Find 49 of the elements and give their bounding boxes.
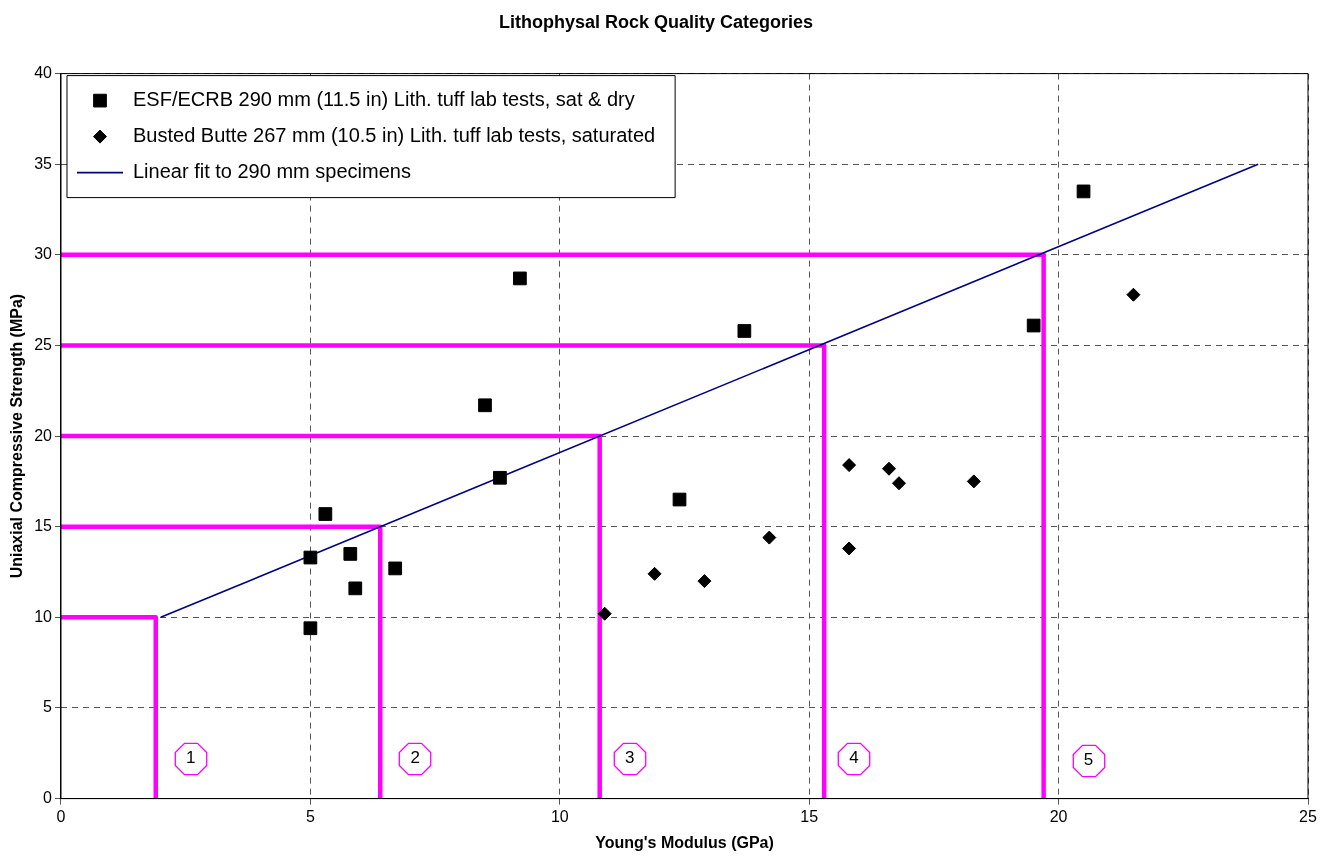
annotation: 3 (624, 748, 635, 768)
point (891, 476, 906, 491)
point (842, 458, 857, 473)
point (597, 606, 612, 621)
point (882, 461, 897, 476)
legend-label: Linear fit to 290 mm specimens (133, 160, 411, 183)
point (966, 474, 981, 489)
point (318, 507, 333, 521)
chart-title: Lithophysal Rock Quality Categories (498, 11, 814, 32)
point (1076, 184, 1091, 199)
y-tick-label: 40 (34, 64, 53, 82)
point (513, 271, 527, 286)
y-tick-label: 35 (34, 154, 53, 172)
point (303, 621, 318, 636)
point (478, 398, 492, 413)
x-tick-label: 10 (550, 807, 569, 825)
x-tick-label: 15 (800, 807, 819, 825)
x-axis-title: Young's Modulus (GPa) (595, 833, 774, 851)
annotation: 4 (849, 748, 859, 768)
x-tick-label: 5 (305, 807, 315, 825)
point (672, 492, 687, 507)
point (348, 581, 363, 596)
point (493, 470, 507, 485)
x-tick-label: 0 (56, 807, 66, 825)
y-tick-label: 15 (34, 517, 53, 535)
y-tick-label: 0 (43, 789, 53, 807)
x-tick-label: 25 (1299, 807, 1317, 825)
annotation: 1 (185, 748, 196, 768)
y-axis-title: Uniaxial Compressive Strength (MPa) (8, 293, 26, 579)
point (1126, 287, 1141, 302)
point (647, 566, 662, 581)
y-tick-label: 10 (34, 607, 53, 625)
annotation: 5 (1083, 750, 1094, 770)
x-tick-label: 20 (1049, 807, 1068, 825)
point (343, 547, 358, 561)
y-tick-label: 25 (34, 335, 53, 353)
point (697, 574, 712, 589)
y-tick-label: 30 (34, 245, 53, 263)
point (762, 530, 777, 545)
legend-label: ESF/ECRB 290 mm (11.5 in) Lith. tuff lab tests, sat & dry (133, 88, 635, 111)
point (1026, 318, 1041, 333)
point (388, 561, 403, 576)
point (842, 541, 857, 556)
y-tick-label: 20 (34, 426, 53, 444)
annotation: 2 (410, 748, 420, 768)
y-tick-label: 5 (43, 698, 53, 716)
point (737, 324, 752, 338)
point (303, 550, 318, 565)
legend-label: Busted Butte 267 mm (10.5 in) Lith. tuff lab tests, saturated (133, 124, 656, 147)
